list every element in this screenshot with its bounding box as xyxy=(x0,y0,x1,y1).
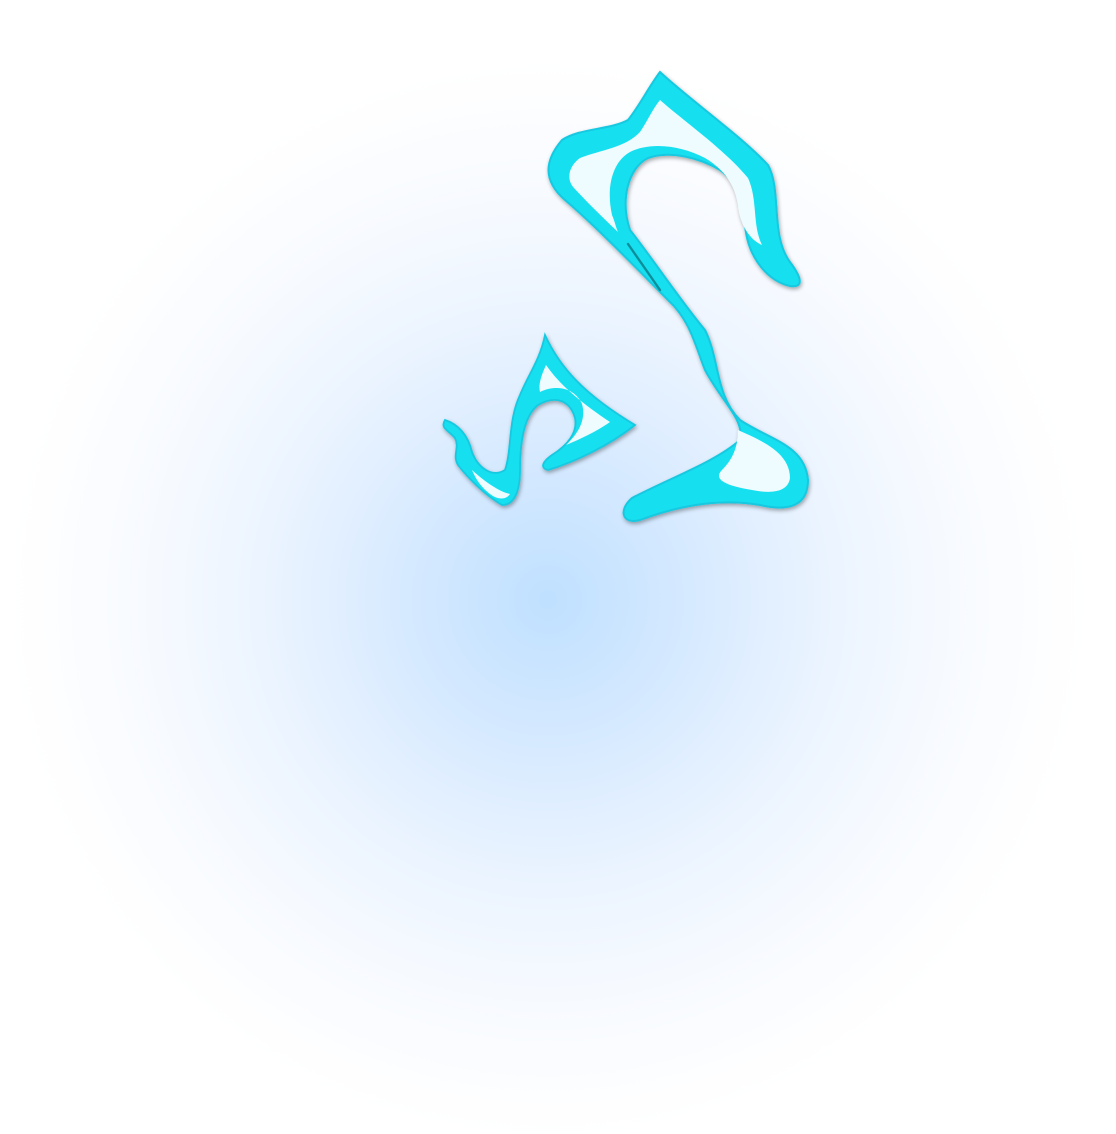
small-lightning-glyph xyxy=(442,332,637,506)
large-lightning-glyph xyxy=(547,70,810,522)
